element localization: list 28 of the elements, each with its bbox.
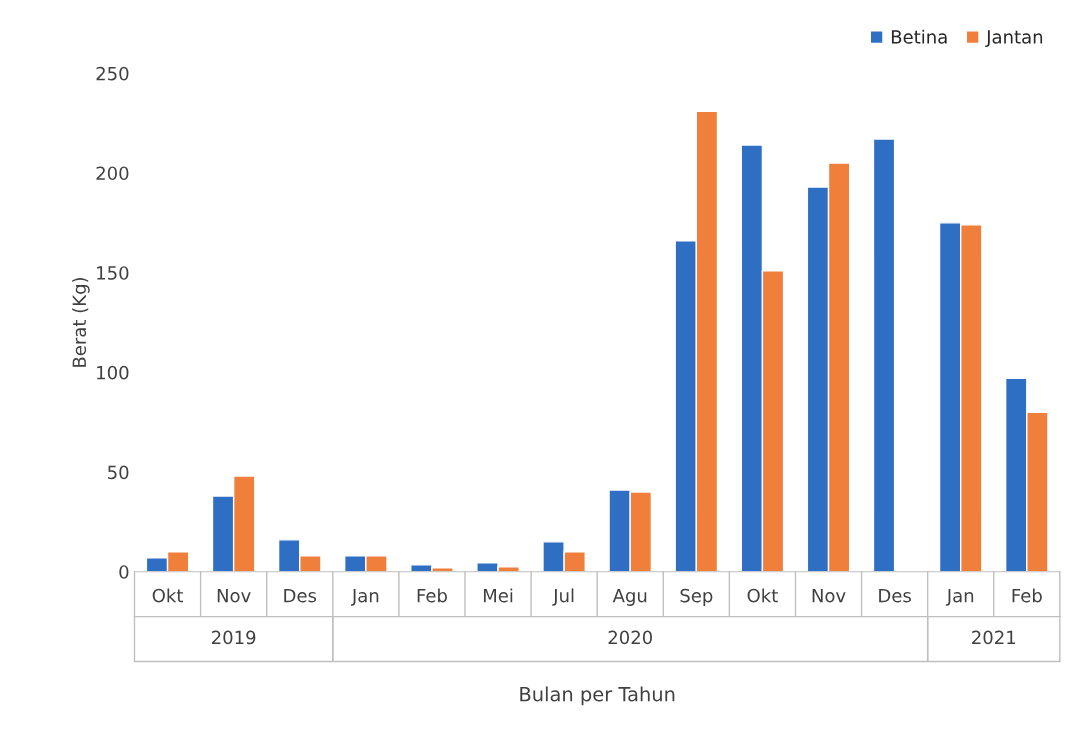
x-tick-label: Mei xyxy=(483,588,513,603)
y-tick-label: 150 xyxy=(97,266,129,280)
x-tick-label: Des xyxy=(879,588,911,603)
y-tick-label: 50 xyxy=(108,465,129,480)
legend-label: Jantan xyxy=(985,30,1043,48)
x-tick-label: Okt xyxy=(747,588,778,603)
x-axis-title: Bulan per Tahun xyxy=(520,686,675,706)
x-tick-label: Agu xyxy=(612,588,647,606)
y-tick-label: 100 xyxy=(97,365,129,380)
text: 2020 xyxy=(608,630,652,645)
x-tick-label: Jan xyxy=(350,588,379,606)
text: 2019 xyxy=(211,630,256,645)
legend-label: Betina xyxy=(891,29,947,44)
y-tick-label: 0 xyxy=(119,565,129,579)
x-tick-label: Feb xyxy=(1012,588,1042,603)
x-tick-label: Sep xyxy=(680,588,713,606)
x-tick-label: Nov xyxy=(217,588,251,603)
y-tick-label: 250 xyxy=(96,66,129,81)
y-tick-label: 200 xyxy=(96,166,129,181)
x-tick-label: Jan xyxy=(945,588,974,606)
x-tick-label: Okt xyxy=(152,588,183,603)
x-tick-label: Feb xyxy=(417,588,447,603)
x-tick-label: Nov xyxy=(812,588,846,603)
bar xyxy=(872,138,896,572)
y-axis-title: Berat (Kg) xyxy=(72,277,90,367)
text: 2021 xyxy=(972,630,1016,645)
x-tick-label: Des xyxy=(284,588,317,603)
x-tick-label: Jul xyxy=(552,588,574,606)
